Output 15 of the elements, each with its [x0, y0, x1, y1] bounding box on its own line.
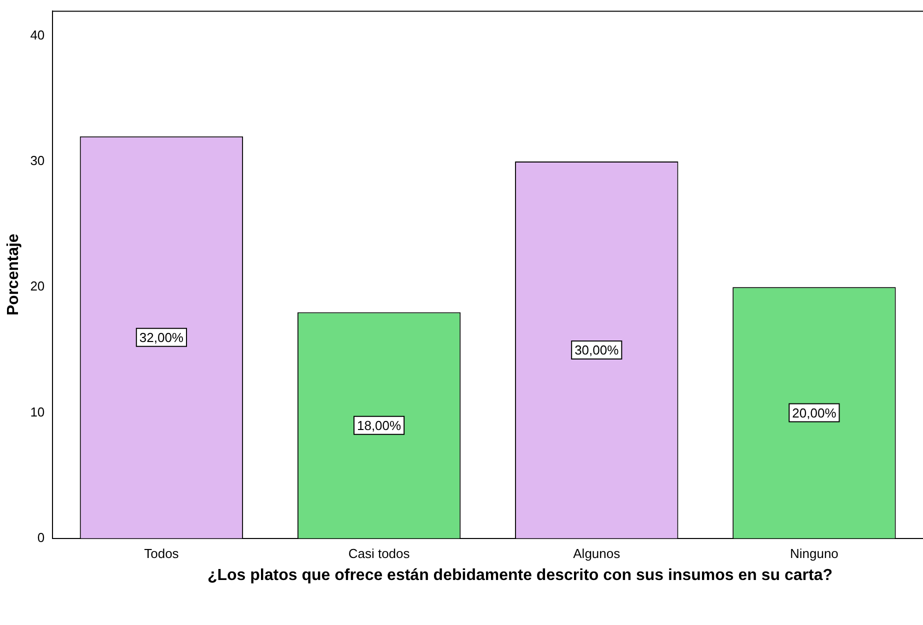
y-tick-label: 40	[30, 28, 45, 42]
data-label: 18,00%	[356, 418, 402, 433]
data-label: 20,00%	[792, 405, 837, 420]
y-axis-title: Porcentaje	[5, 234, 22, 316]
y-tick-label: 0	[37, 530, 45, 545]
y-tick-label: 20	[30, 278, 45, 294]
x-tick-label: Todos	[144, 546, 180, 561]
data-label: 30,00%	[574, 342, 620, 358]
x-tick-label: Casi todos	[348, 546, 410, 561]
x-tick-label: Algunos	[573, 546, 621, 561]
y-tick-label: 10	[30, 404, 45, 420]
x-tick-label: Ninguno	[790, 546, 838, 561]
data-label: 32,00%	[139, 330, 184, 345]
x-axis-title: ¿Los platos que ofrece están debidamente descrito con sus insumos en su carta?	[206, 567, 834, 584]
y-tick-label: 30	[30, 153, 45, 168]
